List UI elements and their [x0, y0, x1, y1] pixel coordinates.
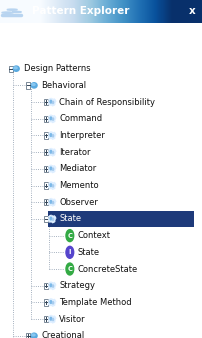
Text: Observer: Observer — [59, 198, 98, 207]
Text: State: State — [59, 214, 81, 223]
Ellipse shape — [52, 184, 54, 188]
Text: Mediator: Mediator — [59, 164, 96, 173]
Ellipse shape — [52, 217, 54, 221]
Text: Strategy: Strategy — [59, 281, 95, 290]
Ellipse shape — [48, 182, 56, 189]
Circle shape — [12, 11, 21, 13]
Text: Interpreter: Interpreter — [59, 131, 105, 140]
Text: Memento: Memento — [59, 181, 98, 190]
FancyBboxPatch shape — [44, 116, 48, 122]
Text: State: State — [77, 248, 99, 257]
Ellipse shape — [48, 115, 56, 123]
Ellipse shape — [48, 98, 56, 106]
Ellipse shape — [52, 318, 54, 321]
Ellipse shape — [49, 116, 52, 120]
Text: Behavioral: Behavioral — [41, 81, 86, 90]
Text: Chain of Responsibility: Chain of Responsibility — [59, 98, 155, 106]
Ellipse shape — [48, 198, 56, 206]
Text: Iterator: Iterator — [59, 148, 90, 156]
Text: x: x — [187, 6, 194, 16]
Ellipse shape — [52, 301, 54, 305]
Ellipse shape — [48, 215, 56, 223]
Ellipse shape — [48, 315, 56, 323]
Ellipse shape — [31, 333, 36, 337]
Ellipse shape — [13, 65, 20, 72]
Ellipse shape — [30, 82, 38, 89]
Ellipse shape — [48, 132, 56, 139]
FancyBboxPatch shape — [44, 283, 48, 289]
Ellipse shape — [49, 300, 52, 304]
Text: I: I — [68, 249, 71, 255]
FancyBboxPatch shape — [44, 216, 48, 222]
Ellipse shape — [49, 133, 52, 137]
Ellipse shape — [52, 167, 54, 171]
Ellipse shape — [49, 183, 52, 187]
Circle shape — [66, 230, 73, 242]
FancyBboxPatch shape — [8, 66, 13, 72]
Ellipse shape — [52, 101, 54, 104]
Ellipse shape — [52, 284, 54, 288]
Text: Template Method: Template Method — [59, 298, 131, 307]
Text: C: C — [67, 266, 72, 272]
Ellipse shape — [48, 282, 56, 289]
Ellipse shape — [13, 66, 18, 69]
Circle shape — [7, 9, 17, 10]
FancyBboxPatch shape — [26, 333, 30, 338]
FancyBboxPatch shape — [44, 132, 48, 139]
Text: Creational: Creational — [41, 331, 84, 338]
Ellipse shape — [49, 100, 52, 104]
FancyBboxPatch shape — [44, 99, 48, 105]
Ellipse shape — [49, 166, 52, 171]
Circle shape — [66, 246, 73, 258]
Ellipse shape — [48, 299, 56, 306]
FancyBboxPatch shape — [48, 211, 194, 226]
Text: C: C — [67, 233, 72, 239]
Ellipse shape — [52, 201, 54, 204]
Ellipse shape — [49, 216, 52, 221]
FancyBboxPatch shape — [44, 316, 48, 322]
Ellipse shape — [48, 148, 56, 156]
Ellipse shape — [49, 200, 52, 204]
Ellipse shape — [49, 283, 52, 287]
Ellipse shape — [49, 317, 52, 321]
Text: Pattern Explorer: Pattern Explorer — [32, 6, 129, 17]
Ellipse shape — [52, 117, 54, 121]
Text: Command: Command — [59, 114, 102, 123]
Ellipse shape — [31, 83, 36, 86]
FancyBboxPatch shape — [26, 82, 30, 89]
Ellipse shape — [49, 150, 52, 154]
Text: Context: Context — [77, 231, 110, 240]
Ellipse shape — [48, 165, 56, 173]
Ellipse shape — [52, 151, 54, 154]
FancyBboxPatch shape — [44, 199, 48, 206]
Ellipse shape — [52, 134, 54, 138]
FancyBboxPatch shape — [44, 183, 48, 189]
Ellipse shape — [30, 333, 38, 338]
FancyBboxPatch shape — [44, 299, 48, 306]
Text: Design Patterns: Design Patterns — [23, 64, 90, 73]
Circle shape — [66, 263, 73, 275]
Text: Visitor: Visitor — [59, 315, 85, 323]
FancyBboxPatch shape — [44, 166, 48, 172]
FancyBboxPatch shape — [44, 149, 48, 155]
Circle shape — [2, 12, 13, 13]
Text: ConcreteState: ConcreteState — [77, 265, 137, 273]
